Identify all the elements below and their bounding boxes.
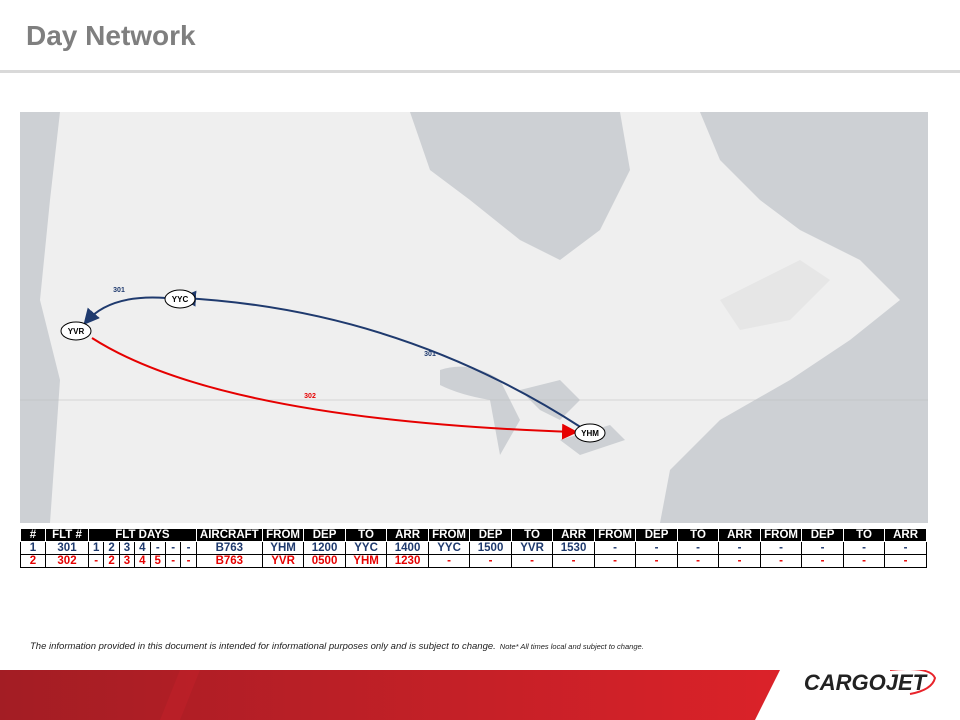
column-header: FROM: [261, 528, 305, 542]
route-label: 301: [424, 351, 436, 358]
table-cell: YVR: [510, 541, 554, 555]
column-header: ARR: [386, 528, 429, 542]
table-cell: 3: [118, 554, 136, 568]
table-cell: -: [759, 541, 803, 555]
table-cell: -: [718, 541, 761, 555]
table-row: 1 301 1 2 3 4- - - B763 YHM 1200 YYC 1400 YYC 1500 YVR 1…: [20, 541, 927, 555]
column-header: DEP: [635, 528, 678, 542]
table-cell: 3: [118, 541, 136, 555]
column-header: FROM: [593, 528, 637, 542]
table-cell: YYC: [427, 541, 471, 555]
table-cell: -: [552, 554, 595, 568]
column-header: TO: [344, 528, 388, 542]
table-cell: -: [593, 541, 637, 555]
table-cell: 0500: [303, 554, 346, 568]
table-cell: -: [427, 554, 471, 568]
route-label: 302: [304, 393, 316, 400]
table-cell: 4: [134, 554, 151, 568]
column-header: FROM: [427, 528, 471, 542]
column-header: DEP: [303, 528, 346, 542]
table-cell: 2: [103, 554, 120, 568]
table-row: 2 302-2 3 4 5- - B763 YVR 0500 YHM 1230- - - - - - - - - - -…: [20, 554, 927, 568]
table-cell: YHM: [261, 541, 305, 555]
route-label: 301: [113, 287, 125, 294]
column-header: TO: [842, 528, 886, 542]
airport-label: YHM: [581, 429, 599, 438]
route-line: [83, 296, 167, 326]
table-cell: YHM: [344, 554, 388, 568]
disclaimer: The information provided in this documen…: [30, 641, 644, 652]
column-header: #: [20, 528, 46, 542]
table-cell: 1200: [303, 541, 346, 555]
slide-title: Day Network: [26, 20, 196, 51]
table-cell: -: [801, 541, 844, 555]
table-cell: 1400: [386, 541, 429, 555]
route-line: [180, 290, 583, 429]
table-cell: 4: [134, 541, 151, 555]
table-cell: -: [676, 541, 720, 555]
table-cell: -: [635, 541, 678, 555]
table-cell: 1: [87, 541, 105, 555]
route-line: [91, 337, 578, 440]
table-cell: -: [759, 554, 803, 568]
table-cell: 301: [45, 541, 89, 555]
table-cell: 2: [20, 554, 46, 568]
table-cell: -: [718, 554, 761, 568]
column-header: FROM: [759, 528, 803, 542]
table-cell: YYC: [344, 541, 388, 555]
table-cell: -: [180, 554, 197, 568]
column-header: ARR: [718, 528, 761, 542]
column-header: FLT #: [45, 528, 89, 542]
table-cell: -: [164, 554, 182, 568]
disclaimer-text: The information provided in this documen…: [30, 641, 496, 652]
table-cell: -: [469, 554, 512, 568]
table-cell: 302: [45, 554, 89, 568]
footer-band: CARGOJET: [0, 670, 960, 720]
column-header: ARR: [884, 528, 927, 542]
airport-label: YYC: [172, 295, 189, 304]
table-cell: 1500: [469, 541, 512, 555]
column-header: DEP: [801, 528, 844, 542]
table-cell: B763: [195, 554, 263, 568]
table-cell: -: [884, 541, 927, 555]
table-cell: B763: [195, 541, 263, 555]
table-cell: -: [87, 554, 105, 568]
column-header: TO: [510, 528, 554, 542]
column-header: ARR: [552, 528, 595, 542]
table-cell: -: [149, 541, 166, 555]
table-cell: YVR: [261, 554, 305, 568]
note: Note* All times local and subject to cha…: [499, 642, 644, 651]
table-cell: 1230: [386, 554, 429, 568]
table-cell: -: [180, 541, 197, 555]
column-header: TO: [676, 528, 720, 542]
column-header: FLT DAYS: [88, 528, 197, 542]
table-cell: -: [635, 554, 678, 568]
table-cell: -: [842, 554, 886, 568]
table-cell: 1530: [552, 541, 595, 555]
table-cell: -: [676, 554, 720, 568]
column-header: AIRCRAFT: [195, 528, 263, 542]
table-cell: -: [164, 541, 182, 555]
schedule-table: # FLT # FLT DAYS AIRCRAFT FROM DEP TO ARR FROM DE…: [20, 528, 927, 568]
table-cell: -: [510, 554, 554, 568]
table-cell: -: [884, 554, 927, 568]
table-cell: 1: [20, 541, 46, 555]
table-cell: 5: [149, 554, 166, 568]
table-cell: 2: [103, 541, 120, 555]
title-rule: [0, 70, 960, 73]
logo: CARGOJET: [804, 670, 928, 695]
airport-label: YVR: [68, 327, 85, 336]
table-cell: -: [593, 554, 637, 568]
column-header: DEP: [469, 528, 512, 542]
table-cell: -: [801, 554, 844, 568]
table-cell: -: [842, 541, 886, 555]
